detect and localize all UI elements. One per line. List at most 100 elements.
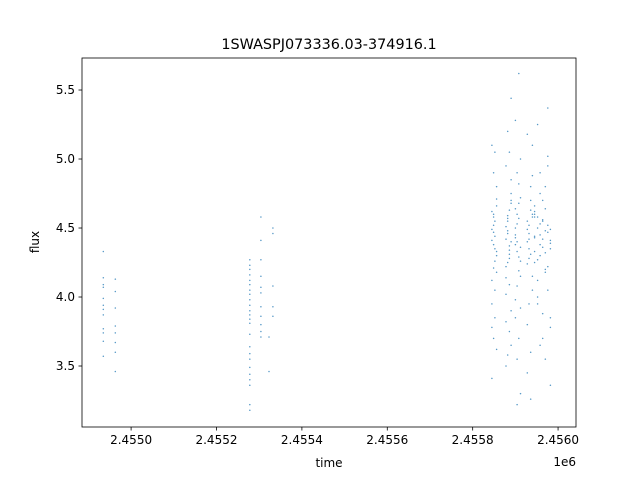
data-point	[506, 130, 509, 133]
data-point	[249, 373, 251, 376]
data-point	[519, 196, 522, 199]
data-point	[516, 172, 518, 174]
data-point	[249, 289, 251, 291]
data-point	[505, 265, 507, 268]
y-tick-label: 5.0	[56, 152, 75, 166]
data-point	[508, 245, 511, 247]
data-point	[526, 220, 529, 222]
data-point	[102, 355, 105, 358]
data-point	[539, 192, 541, 195]
data-point	[531, 213, 534, 215]
data-point	[516, 403, 518, 406]
x-tick-label: 2.4552	[195, 433, 237, 447]
data-point	[114, 351, 117, 353]
data-point	[249, 384, 251, 387]
data-point	[491, 326, 493, 329]
data-point	[249, 293, 251, 295]
data-point	[528, 238, 530, 240]
data-point	[272, 285, 274, 287]
data-point	[533, 205, 536, 207]
data-point	[531, 275, 534, 278]
data-point	[549, 326, 552, 329]
data-point	[102, 297, 105, 300]
data-point	[508, 330, 511, 333]
data-point	[505, 165, 507, 167]
y-tick-label: 5.5	[56, 83, 75, 97]
data-point	[260, 315, 262, 318]
data-point	[544, 358, 547, 360]
data-point	[549, 247, 552, 250]
data-point	[510, 178, 512, 181]
data-point	[547, 265, 549, 268]
data-point	[544, 271, 547, 273]
data-point	[539, 254, 541, 257]
data-point	[505, 293, 507, 295]
y-axis-label: flux	[28, 231, 42, 253]
data-point	[249, 403, 251, 406]
data-point	[506, 214, 509, 217]
data-point	[541, 312, 544, 315]
data-point	[495, 254, 498, 257]
data-point	[549, 384, 552, 387]
data-point	[514, 316, 517, 319]
data-point	[519, 307, 522, 309]
data-point	[102, 340, 105, 342]
data-point	[529, 253, 532, 255]
data-point	[249, 310, 251, 312]
axes-frame	[81, 57, 577, 428]
data-point	[260, 258, 262, 261]
data-point	[514, 234, 517, 236]
data-point	[549, 316, 552, 319]
data-point	[536, 279, 539, 282]
data-point	[492, 216, 495, 218]
data-point	[506, 354, 509, 356]
data-point	[494, 151, 496, 153]
x-offset-label: 1e6	[553, 455, 576, 469]
data-point	[495, 185, 498, 188]
data-point	[494, 260, 496, 262]
data-point	[526, 133, 529, 135]
data-point	[249, 268, 251, 271]
data-point	[272, 305, 274, 308]
data-point	[508, 253, 511, 255]
data-point	[505, 365, 507, 367]
data-point	[533, 236, 536, 239]
data-point	[506, 220, 509, 222]
data-point	[102, 332, 105, 334]
data-point	[516, 358, 518, 360]
data-point	[526, 263, 529, 265]
data-point	[510, 192, 512, 195]
data-point	[528, 247, 530, 250]
data-point	[510, 310, 512, 312]
data-point	[260, 330, 262, 333]
data-point	[514, 119, 517, 122]
data-point	[249, 352, 251, 355]
data-point	[102, 308, 105, 311]
data-point	[260, 216, 262, 218]
data-point	[533, 210, 536, 213]
data-point	[547, 107, 549, 109]
data-point	[547, 231, 549, 233]
data-point	[495, 250, 498, 253]
data-point	[531, 144, 534, 146]
x-tick-label: 2.4556	[366, 433, 408, 447]
data-point	[102, 286, 105, 289]
data-point	[114, 341, 117, 344]
data-point	[249, 366, 251, 369]
data-point	[492, 337, 495, 340]
data-point	[260, 239, 262, 242]
data-point	[114, 278, 117, 280]
x-axis: 2.4550 2.4552 2.4554 2.4556 2.4558 2.4560	[110, 427, 579, 447]
data-point	[539, 223, 541, 225]
data-point	[508, 257, 511, 260]
y-tick-label: 4.0	[56, 290, 75, 304]
data-point	[549, 228, 552, 231]
data-point	[531, 174, 534, 177]
data-point	[249, 333, 251, 336]
data-point	[549, 242, 552, 244]
data-point	[492, 172, 495, 174]
y-tick-label: 3.5	[56, 359, 75, 373]
x-tick-label: 2.4558	[452, 433, 494, 447]
data-point	[528, 232, 530, 235]
